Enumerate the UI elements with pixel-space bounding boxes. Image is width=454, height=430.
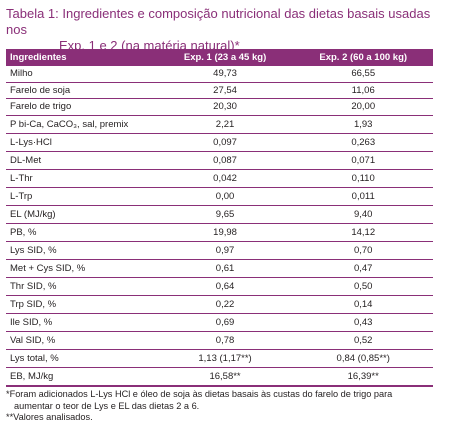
row-label: Thr SID, % xyxy=(6,277,157,296)
row-exp1-value: 19,98 xyxy=(156,223,294,242)
row-exp1-value: 0,00 xyxy=(156,187,294,206)
row-exp2-value: 11,06 xyxy=(293,82,433,99)
row-exp1-value: 0,087 xyxy=(156,151,294,170)
header-ingredientes: Ingredientes xyxy=(6,49,157,66)
table-row: Farelo de soja 27,54 11,06 xyxy=(6,82,433,99)
row-exp2-value: 0,84 (0,85**) xyxy=(293,349,433,368)
row-exp1-value: 2,21 xyxy=(156,115,294,134)
row-exp2-value: 0,071 xyxy=(293,151,433,170)
row-exp1-value: 1,13 (1,17**) xyxy=(156,349,294,368)
row-label: Farelo de trigo xyxy=(6,98,157,116)
row-exp1-value: 0,042 xyxy=(156,169,294,188)
row-exp1-value: 0,64 xyxy=(156,277,294,296)
table-row: Val SID, % 0,78 0,52 xyxy=(6,331,433,350)
table-row: DL-Met 0,087 0,071 xyxy=(6,151,433,170)
footnote-2: **Valores analisados. xyxy=(6,412,93,422)
row-exp2-value: 0,52 xyxy=(293,331,433,350)
row-exp1-value: 0,097 xyxy=(156,133,294,152)
table-footnotes: *Foram adicionados L-Lys HCl e óleo de s… xyxy=(6,389,450,424)
table-row: Milho 49,73 66,55 xyxy=(6,66,433,83)
row-exp2-value: 0,47 xyxy=(293,259,433,278)
footnote-1-line-1: *Foram adicionados L-Lys HCl e óleo de s… xyxy=(6,389,393,399)
row-exp2-value: 0,14 xyxy=(293,295,433,314)
row-exp1-value: 20,30 xyxy=(156,98,294,116)
row-label: Trp SID, % xyxy=(6,295,157,314)
row-exp2-value: 0,70 xyxy=(293,241,433,260)
table-row: Farelo de trigo 20,30 20,00 xyxy=(6,98,433,116)
row-label: Lys total, % xyxy=(6,349,157,368)
row-label: Ile SID, % xyxy=(6,313,157,332)
table-row: L-Thr 0,042 0,110 xyxy=(6,169,433,188)
row-label: EL (MJ/kg) xyxy=(6,205,157,224)
row-exp1-value: 0,78 xyxy=(156,331,294,350)
row-label: Lys SID, % xyxy=(6,241,157,260)
nutrition-table: Ingredientes Exp. 1 (23 a 45 kg) Exp. 2 … xyxy=(6,49,433,387)
table-row: L-Trp 0,00 0,011 xyxy=(6,187,433,206)
row-exp2-value: 66,55 xyxy=(293,66,433,83)
row-exp2-value: 1,93 xyxy=(293,115,433,134)
row-exp2-value: 0,50 xyxy=(293,277,433,296)
row-exp1-value: 0,61 xyxy=(156,259,294,278)
footnote-1-line-2: aumentar o teor de Lys e EL das dietas 2… xyxy=(14,400,200,411)
table-row: EB, MJ/kg 16,58** 16,39** xyxy=(6,367,433,387)
header-exp1: Exp. 1 (23 a 45 kg) xyxy=(156,49,294,66)
row-label: DL-Met xyxy=(6,151,157,170)
row-exp1-value: 0,97 xyxy=(156,241,294,260)
row-exp2-value: 0,263 xyxy=(293,133,433,152)
row-label: Milho xyxy=(6,66,157,83)
table-header-row: Ingredientes Exp. 1 (23 a 45 kg) Exp. 2 … xyxy=(6,49,433,66)
table-row: EL (MJ/kg) 9,65 9,40 xyxy=(6,205,433,224)
table-row: L-Lys·HCl 0,097 0,263 xyxy=(6,133,433,152)
table-row: Thr SID, % 0,64 0,50 xyxy=(6,277,433,296)
row-exp1-value: 27,54 xyxy=(156,82,294,99)
row-exp1-value: 16,58** xyxy=(156,367,294,387)
row-label: PB, % xyxy=(6,223,157,242)
row-exp2-value: 9,40 xyxy=(293,205,433,224)
table-row: Ile SID, % 0,69 0,43 xyxy=(6,313,433,332)
row-label: L-Lys·HCl xyxy=(6,133,157,152)
table-row: PB, % 19,98 14,12 xyxy=(6,223,433,242)
table-row: Trp SID, % 0,22 0,14 xyxy=(6,295,433,314)
row-label: Farelo de soja xyxy=(6,82,157,99)
table-row: Met + Cys SID, % 0,61 0,47 xyxy=(6,259,433,278)
row-exp2-value: 0,011 xyxy=(293,187,433,206)
caption-line-1: Tabela 1: Ingredientes e composição nutr… xyxy=(6,6,431,37)
row-exp1-value: 9,65 xyxy=(156,205,294,224)
row-exp2-value: 0,43 xyxy=(293,313,433,332)
row-label: Met + Cys SID, % xyxy=(6,259,157,278)
row-label: Val SID, % xyxy=(6,331,157,350)
header-exp2: Exp. 2 (60 a 100 kg) xyxy=(293,49,433,66)
row-exp1-value: 0,22 xyxy=(156,295,294,314)
row-exp2-value: 0,110 xyxy=(293,169,433,188)
row-exp2-value: 16,39** xyxy=(293,367,433,387)
row-exp1-value: 49,73 xyxy=(156,66,294,83)
row-label: EB, MJ/kg xyxy=(6,367,157,387)
row-exp1-value: 0,69 xyxy=(156,313,294,332)
table-caption: Tabela 1: Ingredientes e composição nutr… xyxy=(6,6,450,54)
row-label: P bi-Ca, CaCO₃, sal, premix xyxy=(6,115,157,134)
table-row: Lys SID, % 0,97 0,70 xyxy=(6,241,433,260)
row-exp2-value: 14,12 xyxy=(293,223,433,242)
row-exp2-value: 20,00 xyxy=(293,98,433,116)
table-row: P bi-Ca, CaCO₃, sal, premix 2,21 1,93 xyxy=(6,115,433,134)
row-label: L-Thr xyxy=(6,169,157,188)
row-label: L-Trp xyxy=(6,187,157,206)
table-row: Lys total, % 1,13 (1,17**) 0,84 (0,85**) xyxy=(6,349,433,368)
